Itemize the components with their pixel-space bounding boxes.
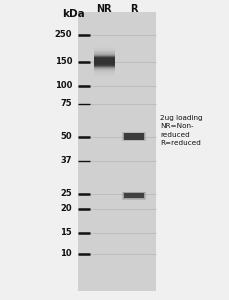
Bar [94,57,114,64]
Bar [94,58,114,66]
Bar [94,51,114,57]
Bar [94,56,114,63]
Bar [94,61,114,69]
Bar [94,70,114,76]
Bar [94,51,114,56]
Bar [94,42,114,47]
Bar [94,69,114,74]
Bar [94,65,114,70]
Bar [94,73,114,78]
Bar [94,76,114,81]
Text: 100: 100 [55,81,72,90]
Bar [94,62,114,67]
Text: kDa: kDa [62,9,85,19]
Text: R: R [130,4,138,14]
Bar [94,56,114,61]
Bar [94,68,114,73]
Bar [94,44,114,49]
Bar [94,70,114,75]
Bar [123,192,145,199]
Bar [94,75,114,80]
Bar [94,46,114,52]
Bar [94,45,114,51]
Text: 20: 20 [60,204,72,213]
Bar [94,59,114,67]
Bar [94,55,114,62]
Bar [94,66,114,71]
Bar [122,132,146,141]
Bar [94,55,114,60]
Bar [94,54,114,59]
Bar [94,61,114,68]
Bar [94,52,114,58]
Bar [94,74,114,79]
Bar [94,60,114,65]
Bar [94,58,114,64]
Bar [94,58,114,65]
Text: NR: NR [96,4,112,14]
Bar [94,58,114,63]
Bar [94,63,114,68]
Text: 75: 75 [60,99,72,108]
Bar [94,45,114,50]
Bar [94,61,114,66]
Bar [94,72,114,77]
Bar [123,133,145,140]
Bar [122,192,146,200]
Bar [94,57,114,62]
Bar [94,55,114,62]
Text: 15: 15 [60,228,72,237]
Text: 37: 37 [61,156,72,165]
Bar [94,43,114,48]
Text: 150: 150 [55,57,72,66]
Bar [94,48,114,53]
Bar [94,71,114,76]
Bar [94,50,114,55]
Bar [94,57,114,64]
Bar [124,193,144,198]
Text: 10: 10 [60,249,72,258]
Bar [94,58,114,66]
Text: 25: 25 [60,189,72,198]
Bar [94,59,114,64]
Bar [94,54,114,62]
Text: 2ug loading
NR=Non-
reduced
R=reduced: 2ug loading NR=Non- reduced R=reduced [160,115,203,146]
Bar [94,60,114,68]
Bar [124,133,144,140]
Bar [94,64,114,70]
Bar [78,12,156,291]
Bar [94,60,114,67]
Bar [94,56,114,64]
Bar [94,47,114,52]
Text: 50: 50 [60,132,72,141]
Text: 250: 250 [55,30,72,39]
Bar [94,64,114,69]
Bar [94,67,114,72]
Bar [94,53,114,58]
Bar [94,49,114,54]
